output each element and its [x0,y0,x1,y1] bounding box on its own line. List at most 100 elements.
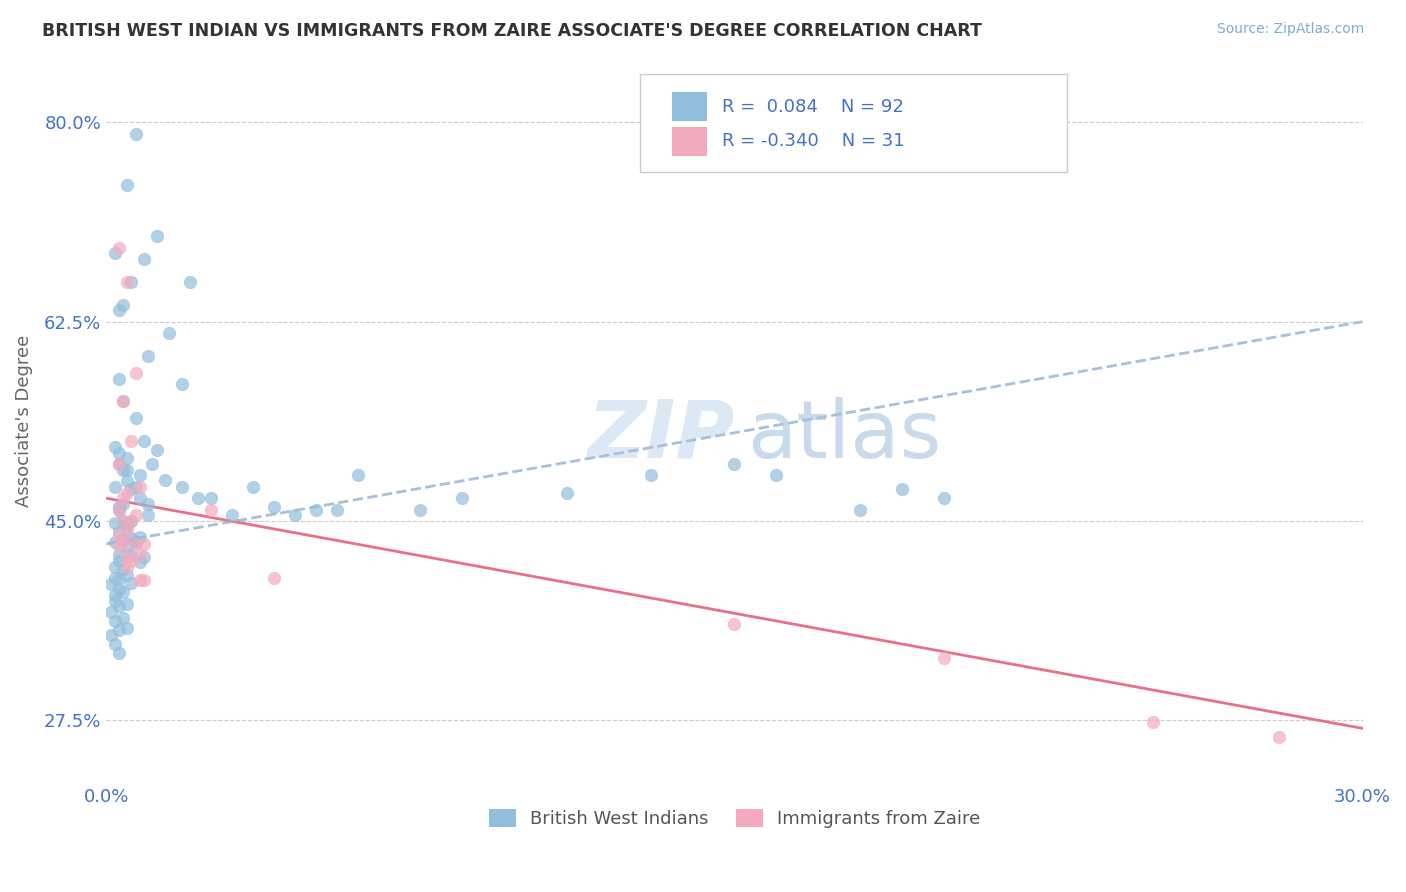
Point [104,246,127,260]
Point [409,502,432,516]
Point [112,562,135,576]
Point [108,525,131,540]
Point [263,571,285,585]
Point [117,517,139,532]
Point [121,531,143,545]
Text: atlas: atlas [747,397,942,475]
Point [117,485,139,500]
Text: Source: ZipAtlas.com: Source: ZipAtlas.com [1216,22,1364,37]
Point [112,497,135,511]
Point [117,525,139,540]
Point [723,616,745,631]
Point [124,508,146,523]
Point [145,443,167,458]
Point [108,241,131,255]
Point [100,605,122,619]
Point [121,482,143,496]
Point [117,275,139,289]
Point [128,548,150,562]
Point [108,554,131,568]
Point [932,650,955,665]
Point [121,548,143,562]
Point [108,539,131,553]
Point [121,275,143,289]
Point [849,502,872,516]
Point [104,593,127,607]
Point [104,614,127,628]
Point [932,491,955,506]
Point [112,584,135,599]
Point [121,554,143,568]
Point [263,500,285,515]
Point [153,473,176,487]
Point [124,480,146,494]
Point [132,574,155,588]
Point [128,468,150,483]
Text: R =  0.084    N = 92: R = 0.084 N = 92 [721,97,904,116]
Point [104,516,127,531]
Point [145,229,167,244]
Point [179,275,201,289]
Point [128,555,150,569]
Point [117,463,139,477]
Point [128,480,150,494]
Point [117,597,139,611]
Point [108,445,131,459]
Point [221,508,243,523]
Point [124,534,146,549]
Point [108,457,131,471]
Text: ZIP: ZIP [588,397,734,475]
Point [108,457,131,471]
Point [136,349,159,363]
Text: R = -0.340    N = 31: R = -0.340 N = 31 [721,132,904,151]
Point [112,514,135,528]
Point [100,628,122,642]
Point [141,457,163,471]
Point [104,588,127,602]
Point [325,502,347,516]
Text: BRITISH WEST INDIAN VS IMMIGRANTS FROM ZAIRE ASSOCIATE'S DEGREE CORRELATION CHAR: BRITISH WEST INDIAN VS IMMIGRANTS FROM Z… [42,22,981,40]
Point [108,527,131,541]
Point [124,127,146,141]
Point [136,497,159,511]
Point [108,548,131,562]
Point [200,491,222,506]
Point [555,485,578,500]
Point [112,533,135,547]
Point [108,582,131,597]
Point [170,377,193,392]
Point [124,411,146,425]
Point [124,366,146,380]
Point [112,534,135,549]
Point [108,500,131,515]
Point [121,514,143,528]
Point [1142,714,1164,729]
Point [121,575,143,590]
Point [117,518,139,533]
Point [132,550,155,565]
Point [112,491,135,506]
Point [108,303,131,318]
Point [200,502,222,516]
Point [132,434,155,449]
Point [117,540,139,554]
Point [104,559,127,574]
Point [124,537,146,551]
Point [117,550,139,565]
Legend: British West Indians, Immigrants from Zaire: British West Indians, Immigrants from Za… [481,802,987,836]
Point [157,326,180,340]
Point [132,252,155,266]
Point [104,534,127,549]
Point [108,572,131,586]
Point [305,502,328,516]
Point [121,514,143,528]
Point [108,502,131,516]
Point [128,530,150,544]
Point [104,480,127,494]
Point [1268,731,1291,745]
Point [284,508,307,523]
FancyBboxPatch shape [640,74,1067,172]
Point [112,514,135,528]
Point [132,537,155,551]
Point [170,480,193,494]
